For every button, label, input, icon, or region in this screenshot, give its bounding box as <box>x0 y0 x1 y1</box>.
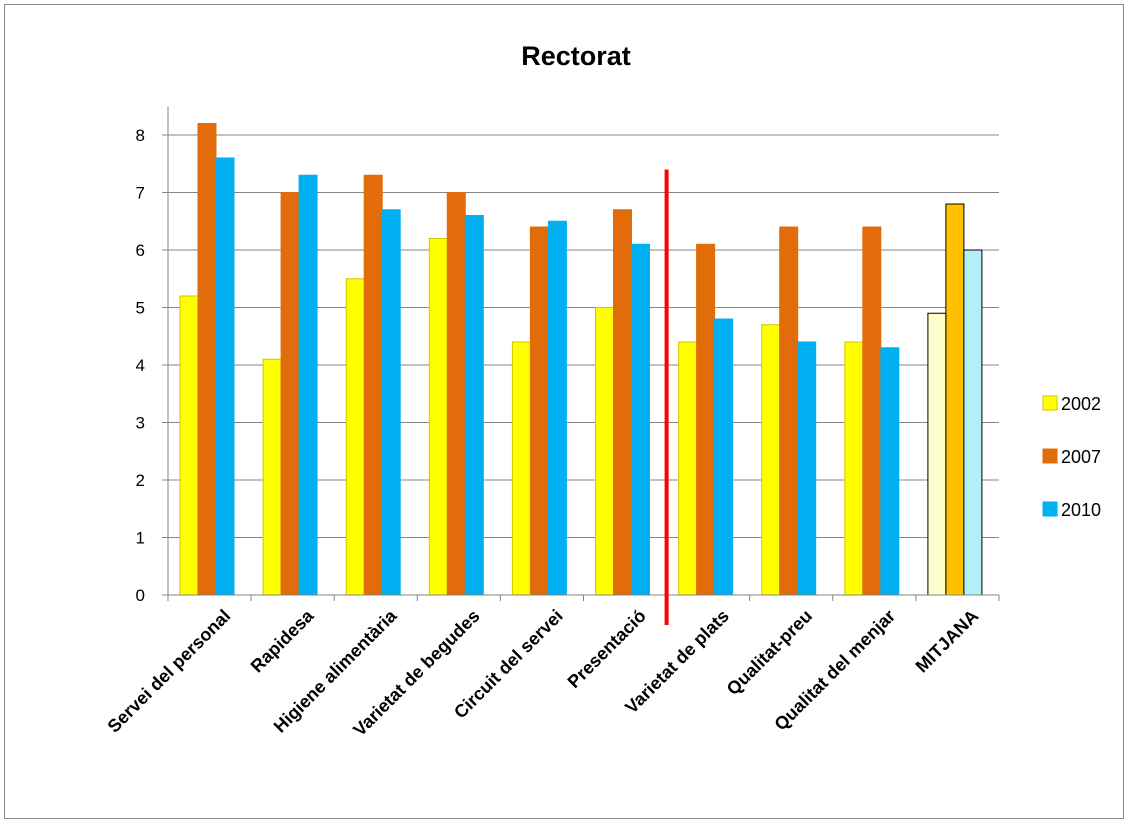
bar-2007-1 <box>280 192 300 596</box>
bar-2002-1 <box>262 358 282 596</box>
y-tick-label: 6 <box>136 241 145 260</box>
chart-frame: Rectorat 0 1 2 3 4 5 6 7 8 Servei del personal Ra… <box>4 4 1124 819</box>
bars <box>179 123 983 596</box>
category-label: Servei del personal <box>104 606 235 737</box>
bar-2007-8 <box>862 226 882 596</box>
bar-2002-7 <box>761 324 781 596</box>
bar-2007-3 <box>446 192 466 596</box>
bar-chart: Rectorat 0 1 2 3 4 5 6 7 8 Servei del personal Ra… <box>104 41 1102 740</box>
legend-swatch-2007 <box>1042 448 1058 464</box>
bar-2010-2 <box>381 209 401 596</box>
y-axis-ticks: 0 1 2 3 4 5 6 7 8 <box>136 126 168 605</box>
y-tick-label: 7 <box>136 184 145 203</box>
bar-2002-6 <box>678 341 698 596</box>
chart-title: Rectorat <box>521 41 631 71</box>
bar-2007-2 <box>363 174 383 596</box>
bar-2010-9 <box>963 249 983 596</box>
bar-2007-4 <box>529 226 549 596</box>
bar-2007-5 <box>613 209 632 596</box>
category-label: Rapidesa <box>247 605 318 676</box>
legend: 2002 2007 2010 <box>1042 394 1101 520</box>
bar-2002-9 <box>927 312 947 596</box>
bar-2002-3 <box>428 238 448 596</box>
y-tick-label: 3 <box>136 414 145 433</box>
bar-2002-2 <box>345 278 365 596</box>
legend-swatch-2010 <box>1042 501 1058 517</box>
bar-2010-5 <box>631 243 650 596</box>
y-tick-label: 1 <box>136 529 145 548</box>
bar-2010-8 <box>880 347 900 596</box>
bar-2002-5 <box>595 307 614 596</box>
axes <box>167 106 1000 601</box>
legend-label: 2002 <box>1061 394 1101 414</box>
category-label: Qualitat-preu <box>723 606 816 699</box>
bar-2010-0 <box>215 157 235 596</box>
category-label: MITJANA <box>912 606 983 677</box>
legend-swatch-2002 <box>1042 395 1058 411</box>
bar-2007-9 <box>945 203 965 596</box>
y-tick-label: 2 <box>136 471 145 490</box>
y-tick-label: 0 <box>136 586 145 605</box>
y-tick-label: 5 <box>136 299 145 318</box>
category-label: Presentació <box>564 606 650 692</box>
bar-2010-6 <box>714 318 734 596</box>
legend-label: 2007 <box>1061 447 1101 467</box>
bar-2002-4 <box>511 341 531 596</box>
bar-2010-3 <box>464 215 484 596</box>
bar-2007-7 <box>779 226 799 596</box>
bar-2007-6 <box>696 243 716 596</box>
bar-2007-0 <box>197 123 217 596</box>
bar-2002-0 <box>179 295 199 596</box>
bar-2010-7 <box>797 341 817 596</box>
bar-2002-8 <box>844 341 864 596</box>
bar-2010-1 <box>298 174 318 596</box>
y-tick-label: 8 <box>136 126 145 145</box>
bar-2010-4 <box>547 220 567 596</box>
y-tick-label: 4 <box>136 356 145 375</box>
legend-label: 2010 <box>1061 500 1101 520</box>
